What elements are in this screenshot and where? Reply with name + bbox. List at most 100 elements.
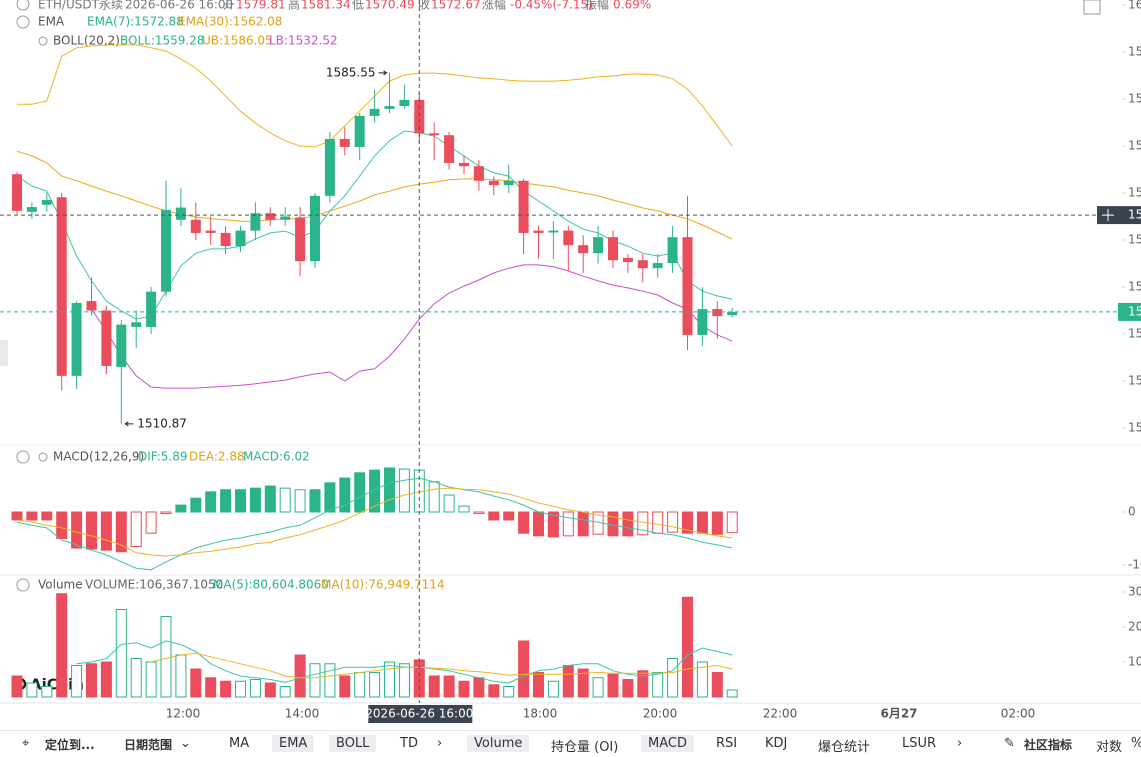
bell-icon[interactable] — [38, 452, 48, 462]
x-tick-label: 6月27 — [880, 707, 917, 721]
volume-bar — [518, 640, 530, 698]
side-handle[interactable] — [0, 340, 8, 366]
macd-bar — [279, 487, 291, 513]
crosshair-time: 2026-06-26 16:00 — [365, 707, 473, 721]
volume-bar — [637, 670, 649, 698]
volume-bar — [249, 679, 261, 698]
collapse-icon[interactable] — [16, 0, 30, 11]
macd-bar — [533, 511, 544, 537]
volume-bar — [562, 665, 574, 698]
macd-bar — [339, 477, 351, 513]
indicator-tab[interactable]: MACD — [641, 735, 694, 752]
label: 振幅 — [585, 0, 609, 12]
y-tick-label: 1600 — [1128, 0, 1141, 12]
legend-entry: VOLUME:106,367.1050 — [85, 578, 223, 592]
candle-body — [697, 309, 708, 335]
macd-bar — [175, 504, 187, 513]
last-price-label: 1534.7 — [1128, 304, 1141, 318]
y-tick-label: 300 — [1128, 585, 1141, 599]
volume-bar — [473, 677, 485, 698]
chevron: ⌄ — [180, 736, 191, 751]
macd-bar — [220, 489, 232, 513]
crosshair-time-box — [368, 705, 473, 723]
x-tick-label: 20:00 — [643, 707, 678, 721]
macd-bar — [428, 481, 440, 513]
volume-bar — [115, 609, 127, 698]
legend-entry: MA(5):80,604.8060 — [213, 578, 329, 592]
macd-bar — [100, 511, 112, 551]
volume-bar — [175, 654, 187, 698]
indicator-tab[interactable]: Volume — [467, 735, 530, 752]
candle-body — [131, 322, 142, 327]
date-range-button[interactable]: 日期范围 — [124, 738, 173, 752]
indicator-tab[interactable]: MA — [229, 736, 250, 751]
macd-bar — [473, 511, 485, 515]
volume-bar — [726, 689, 738, 698]
indicator-line — [16, 477, 733, 571]
legend-title: BOLL(20,2) — [53, 34, 120, 48]
candle-body — [161, 209, 171, 292]
y-tick-label: 1580 — [1128, 92, 1141, 106]
macd-bar — [443, 494, 455, 513]
locate-button[interactable]: 定位到... — [45, 738, 95, 752]
candle-body — [56, 197, 67, 376]
indicator-tab[interactable]: EMA — [272, 735, 315, 752]
x-axis: 12:00 14:00 18:00 20:00 22:00 6月27 02:00 — [166, 707, 1036, 721]
collapse-icon[interactable] — [16, 450, 30, 464]
volume-bar — [607, 673, 619, 698]
macd-bar — [607, 511, 619, 537]
x-tick-label: 02:00 — [1001, 707, 1036, 721]
volume-bar — [145, 661, 157, 698]
locate-icon: ⌖ — [22, 736, 30, 751]
value: 1579.81 — [236, 0, 286, 12]
indicator-tab[interactable]: RSI — [716, 736, 738, 751]
macd-bar — [294, 489, 306, 513]
candle-body — [339, 138, 350, 147]
last-price-box — [1118, 302, 1141, 321]
volume-bar — [220, 680, 232, 698]
volume-bar — [205, 677, 217, 698]
volume-bar — [56, 593, 68, 698]
candle-body — [41, 200, 52, 205]
candle-body — [190, 219, 201, 233]
chevron[interactable]: › — [957, 736, 963, 751]
candle-body — [503, 180, 514, 186]
value: 1572.67 — [431, 0, 481, 12]
collapse-icon[interactable] — [16, 15, 30, 29]
volume-bar — [503, 686, 515, 698]
candle-body — [414, 99, 425, 134]
volume-bar — [190, 668, 202, 698]
x-tick-label: 22:00 — [763, 707, 798, 721]
candle-body — [578, 245, 589, 254]
candle-body — [369, 108, 380, 116]
macd-bar — [547, 511, 559, 538]
volume-bar — [622, 679, 634, 698]
indicator-tab[interactable]: BOLL — [329, 735, 377, 752]
label: 涨幅 — [482, 0, 506, 12]
community-button[interactable]: 社区指标 — [1024, 738, 1073, 752]
percent-toggle[interactable]: % — [1131, 736, 1141, 751]
fullscreen-icon[interactable] — [1083, 0, 1101, 15]
macd-bar — [309, 489, 321, 513]
macd-bar — [11, 511, 23, 521]
collapse-icon[interactable] — [16, 578, 30, 592]
indicator-tab[interactable]: 爆仓统计 — [818, 740, 871, 755]
volume-bar — [324, 663, 336, 698]
candle-body — [593, 237, 604, 254]
legend-entry: UB:1586.05 — [202, 34, 273, 48]
indicator-tab[interactable]: 持仓量 (OI) — [551, 740, 619, 755]
indicator-tab[interactable]: KDJ — [765, 736, 788, 751]
macd-bar — [369, 469, 381, 513]
indicator-tab[interactable]: LSUR — [902, 736, 937, 751]
candle-body — [727, 311, 738, 316]
candle-body — [26, 207, 37, 212]
macd-bar — [145, 511, 157, 534]
chevron[interactable]: › — [437, 736, 443, 751]
macd-bar — [637, 511, 649, 536]
candle-body — [205, 230, 216, 233]
log-toggle[interactable]: 对数 — [1096, 740, 1123, 755]
bell-icon[interactable] — [38, 36, 48, 46]
candle-body — [220, 232, 231, 247]
indicator-tab[interactable]: TD — [400, 736, 418, 751]
